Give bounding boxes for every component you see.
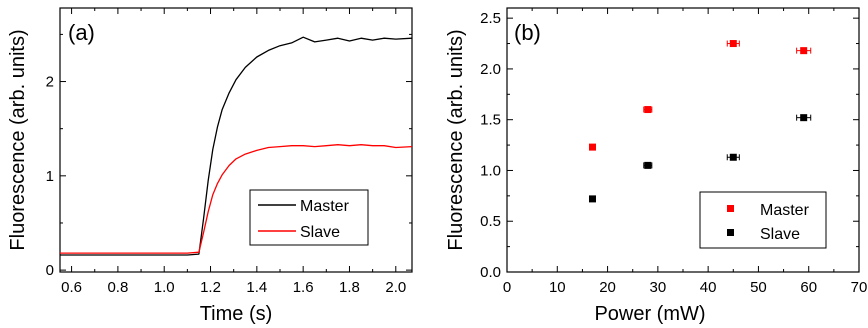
data-point-slave [800, 114, 808, 122]
series-line-slave [60, 144, 413, 254]
x-axis-title-a: Time (s) [200, 303, 273, 325]
x-tick-label: 1.6 [293, 279, 314, 296]
panel-label-b: (b) [514, 20, 541, 45]
y-tick-label: 2.5 [480, 10, 501, 27]
y-tick-label: 0 [46, 262, 54, 279]
legend-b: Master Slave [699, 191, 827, 249]
y-tick-label: 1 [46, 168, 54, 185]
legend-label-slave-a: Slave [300, 224, 340, 241]
x-ticks-a: 0.6 0.8 1.0 1.2 1.4 1.6 1.8 2.0 [61, 8, 406, 296]
series-line-master [60, 36, 413, 256]
data-point-master [588, 143, 596, 151]
x-tick-label: 20 [599, 279, 616, 296]
y-tick-label: 2 [46, 74, 54, 91]
panel-a: 0.6 0.8 1.0 1.2 1.4 1.6 1.8 2.0 0 1 2 (a) Time (s… [7, 7, 413, 325]
y-tick-label: 1.5 [480, 112, 501, 129]
y-tick-label: 2.0 [480, 61, 501, 78]
y-ticks-b: 0.0 0.5 1.0 1.5 2.0 2.5 [480, 10, 859, 281]
y-ticks-a: 0 1 2 [46, 33, 412, 279]
x-tick-label: 1.2 [200, 279, 221, 296]
series-a [60, 36, 413, 256]
plot-frame-a [59, 7, 413, 273]
legend-a: Master Slave [249, 189, 369, 246]
data-point-slave [644, 161, 652, 169]
y-axis-title-b: Fluorescence (arb. units) [445, 29, 467, 250]
x-tick-label: 1.8 [339, 279, 360, 296]
data-point-slave [588, 195, 596, 203]
series-b [588, 40, 812, 203]
y-tick-label: 1.0 [480, 162, 501, 179]
panel-b: 0 10 20 30 40 50 60 70 0.0 0.5 1.0 1.5 2.0 2.5 (b) P… [445, 7, 868, 325]
x-tick-label: 2.0 [385, 279, 406, 296]
legend-label-master-a: Master [300, 198, 350, 215]
x-tick-label: 0.6 [61, 279, 82, 296]
legend-box-a [249, 189, 369, 246]
legend-label-slave-b: Slave [760, 226, 800, 243]
x-tick-label: 0 [503, 279, 511, 296]
x-tick-label: 0.8 [107, 279, 128, 296]
x-ticks-b: 0 10 20 30 40 50 60 70 [503, 8, 868, 296]
x-tick-label: 40 [700, 279, 717, 296]
y-axis-title-a: Fluorescence (arb. units) [7, 29, 29, 250]
x-tick-label: 10 [549, 279, 566, 296]
legend-label-master-b: Master [760, 202, 810, 219]
x-tick-label: 30 [650, 279, 667, 296]
y-tick-label: 0.5 [480, 213, 501, 230]
x-tick-label: 1.4 [246, 279, 267, 296]
data-point-master [729, 40, 737, 48]
legend-marker-slave-b [727, 229, 734, 236]
data-point-slave [729, 153, 737, 161]
x-tick-label: 1.0 [154, 279, 175, 296]
x-tick-label: 70 [851, 279, 868, 296]
data-point-master [800, 47, 808, 55]
legend-box-b [699, 191, 827, 249]
x-tick-label: 50 [750, 279, 767, 296]
x-tick-label: 60 [800, 279, 817, 296]
x-axis-title-b: Power (mW) [594, 303, 705, 325]
y-tick-label: 0.0 [480, 264, 501, 281]
data-point-master [644, 106, 652, 114]
legend-marker-master-b [727, 205, 734, 212]
panel-label-a: (a) [68, 20, 95, 45]
